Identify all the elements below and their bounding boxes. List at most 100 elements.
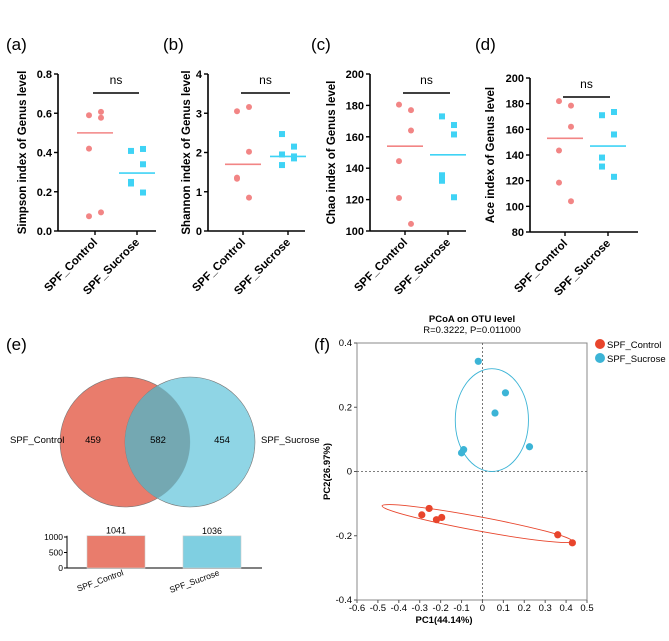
y-tick-label: 3 <box>196 108 202 120</box>
bar-value-label: 1036 <box>202 526 222 536</box>
panel-c: (c) 100 120 140 160 180 200 Chao index of Genus… <box>311 35 466 298</box>
control-point <box>86 145 92 152</box>
control-point <box>438 513 446 522</box>
y-tick-label: 0.2 <box>339 402 352 413</box>
x-tick-label: 0 <box>480 603 485 614</box>
sucrose-point <box>291 143 297 150</box>
y-tick-label: 0 <box>196 226 202 238</box>
x-tick-label: -0.5 <box>370 603 386 614</box>
sucrose-point <box>128 180 134 187</box>
control-point <box>246 148 252 155</box>
control-point <box>408 127 414 134</box>
y-tick-label: -0.2 <box>336 531 352 542</box>
control-point <box>568 102 574 109</box>
y-axis-label: Ace index of Genus level <box>485 87 497 223</box>
sucrose-point <box>611 109 617 116</box>
control-point <box>396 158 402 165</box>
venn-set-label-control: SPF_Control <box>10 435 64 446</box>
x-tick-label: 0.3 <box>539 603 552 614</box>
y-axis-label: Simpson index of Genus level <box>17 71 29 235</box>
sucrose-point <box>279 151 285 158</box>
control-point <box>408 107 414 114</box>
sucrose-point <box>439 177 445 184</box>
y-tick-label: 2 <box>196 148 202 160</box>
legend-marker <box>595 339 605 349</box>
bar-y-tick-label: 500 <box>49 548 63 558</box>
sucrose-point <box>611 131 617 138</box>
control-point <box>98 108 104 115</box>
control-point <box>234 175 240 182</box>
sucrose-point <box>491 409 499 417</box>
panel-label: (c) <box>311 35 331 54</box>
y-tick-label: 0 <box>347 467 352 478</box>
y-tick-label: 160 <box>346 132 364 144</box>
x-tick-label: -0.2 <box>432 603 448 614</box>
confidence-ellipse <box>454 368 529 472</box>
sucrose-point <box>451 122 457 129</box>
y-tick-label: 140 <box>506 150 524 162</box>
sucrose-point <box>128 147 134 154</box>
sucrose-point <box>525 443 534 451</box>
control-point <box>556 98 562 105</box>
y-tick-label: 0.4 <box>37 148 53 160</box>
y-tick-label: 100 <box>346 226 364 238</box>
sucrose-point <box>599 163 605 170</box>
control-point <box>396 195 402 202</box>
confidence-ellipse <box>381 504 573 543</box>
x-tick-label: -0.4 <box>391 603 407 614</box>
control-point <box>425 504 433 513</box>
venn-set-label-sucrose: SPF_Sucrose <box>261 435 320 446</box>
x-tick-label: 0.4 <box>559 603 572 614</box>
panel-label: (e) <box>6 335 27 354</box>
significance-label: ns <box>110 73 123 87</box>
x-tick-label: -0.1 <box>453 603 469 614</box>
y-tick-label: 4 <box>196 69 203 81</box>
control-point <box>556 147 562 154</box>
bar-value-label: 1041 <box>106 526 126 536</box>
sucrose-point <box>451 194 457 201</box>
sucrose-point <box>279 131 285 138</box>
bar <box>182 535 242 569</box>
x-tick-label: 0.5 <box>580 603 593 614</box>
y-tick-label: 140 <box>346 163 364 175</box>
venn-overlap <box>124 385 191 499</box>
y-tick-label: -0.4 <box>336 595 352 606</box>
control-point <box>98 209 104 216</box>
y-tick-label: 100 <box>506 201 524 213</box>
control-point <box>568 123 574 130</box>
venn-count-shared: 582 <box>150 435 166 446</box>
sucrose-point <box>140 161 146 168</box>
chart-title: PCoA on OTU level <box>429 314 515 325</box>
legend-marker <box>595 353 605 363</box>
bar-x-tick-label: SPF_Control <box>76 567 125 593</box>
control-point <box>86 213 92 220</box>
control-point <box>234 108 240 115</box>
sucrose-point <box>611 173 617 180</box>
sucrose-point <box>140 189 146 196</box>
chart-subtitle: R=0.3222, P=0.011000 <box>423 325 521 336</box>
significance-label: ns <box>259 73 272 87</box>
panel-label: (d) <box>475 35 496 54</box>
panel-label: (f) <box>314 335 330 354</box>
x-tick-label: 0.2 <box>518 603 531 614</box>
control-point <box>408 220 414 227</box>
bar-x-tick-label: SPF_Sucrose <box>168 567 221 594</box>
sucrose-point <box>140 145 146 152</box>
bar <box>86 535 146 569</box>
significance-label: ns <box>420 73 433 87</box>
sucrose-point <box>460 446 468 454</box>
y-tick-label: 0.6 <box>37 108 52 120</box>
sucrose-point <box>439 172 445 179</box>
control-point <box>396 101 402 108</box>
panel-e: (e) SPF_Control SPF_Sucrose 459 582 454 0 500 10… <box>6 335 320 595</box>
sucrose-point <box>599 112 605 119</box>
x-tick-label: 0.1 <box>497 603 510 614</box>
legend-label: SPF_Sucrose <box>607 354 666 365</box>
x-tick-label: -0.6 <box>349 603 365 614</box>
y-tick-label: 200 <box>506 73 524 85</box>
y-axis-label: Chao index of Genus level <box>326 81 338 225</box>
control-point <box>418 511 426 519</box>
